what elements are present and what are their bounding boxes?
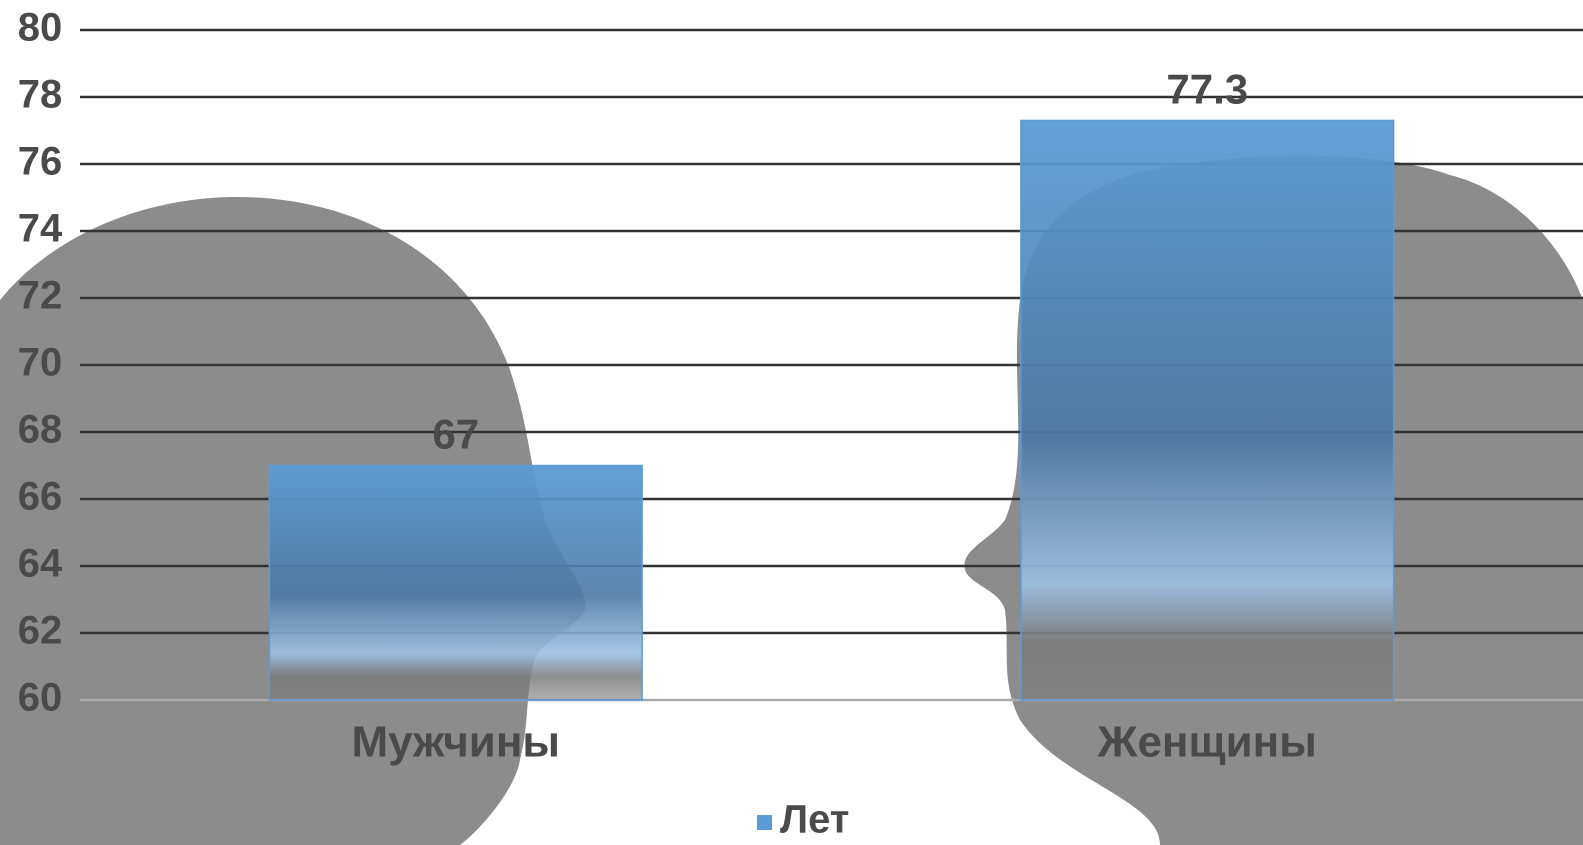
y-tick-label: 68 [18, 408, 63, 452]
y-tick-label: 72 [18, 274, 63, 318]
legend-swatch [757, 815, 772, 830]
y-tick-label: 62 [18, 609, 63, 653]
x-tick-label: Женщины [1097, 718, 1317, 767]
data-label: 77.3 [1166, 66, 1248, 113]
y-tick-label: 74 [18, 207, 63, 251]
bar [268, 464, 643, 701]
y-tick-label: 70 [18, 341, 63, 385]
y-tick-label: 60 [18, 676, 63, 720]
y-tick-label: 80 [18, 6, 63, 50]
y-tick-label: 66 [18, 475, 63, 519]
y-tick-label: 64 [18, 542, 63, 586]
data-label: 67 [432, 411, 479, 458]
legend-label: Лет [780, 798, 849, 842]
bar [1020, 119, 1395, 701]
y-tick-label: 78 [18, 73, 63, 117]
x-tick-label: Мужчины [351, 718, 560, 767]
y-tick-label: 76 [18, 140, 63, 184]
